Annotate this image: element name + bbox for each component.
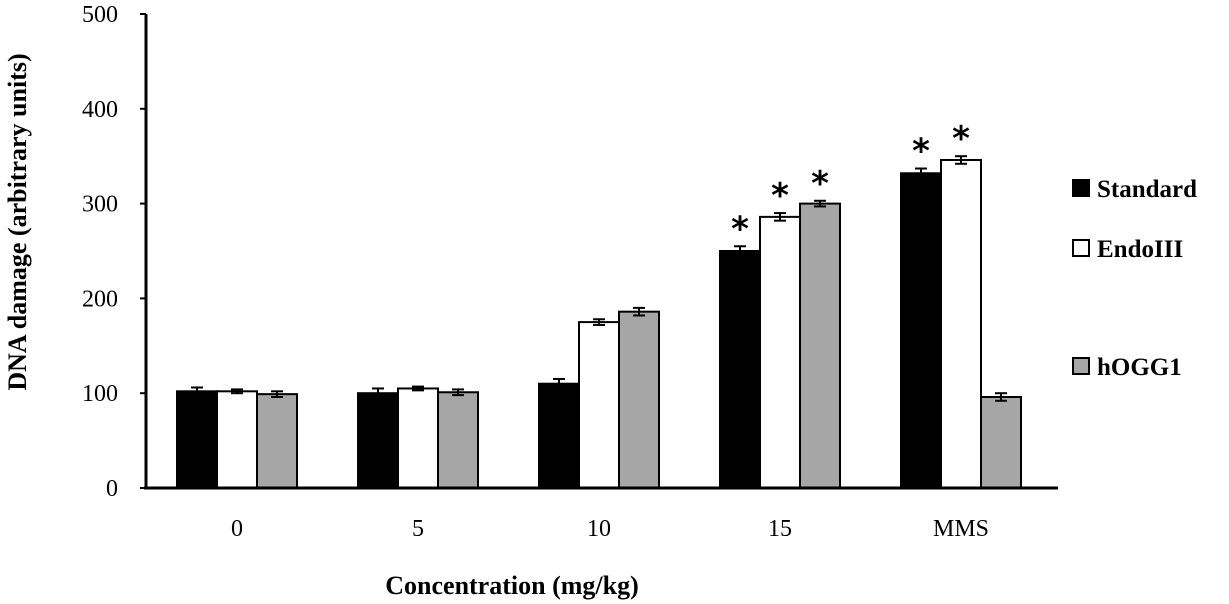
bar-hogg1 bbox=[256, 393, 298, 490]
significance-star: * bbox=[771, 176, 789, 216]
x-tick-label: 0 bbox=[231, 516, 243, 542]
significance-star: * bbox=[952, 119, 970, 159]
bar-standard bbox=[538, 382, 580, 489]
x-axis-title: Concentration (mg/kg) bbox=[385, 571, 638, 600]
bar-hogg1 bbox=[618, 310, 660, 489]
y-tick-label: 0 bbox=[106, 476, 118, 502]
legend: Standard EndoIII hOGG1 bbox=[1072, 176, 1197, 381]
x-tick-labels: 0 5 10 15 MMS bbox=[231, 516, 989, 542]
legend-label-endoiii: EndoIII bbox=[1097, 236, 1183, 263]
bars-group bbox=[176, 155, 1022, 490]
significance-group: * * * * * bbox=[731, 119, 970, 249]
y-tick-label: 200 bbox=[82, 286, 118, 312]
x-tick-label: 5 bbox=[412, 516, 424, 542]
bar-hogg1 bbox=[799, 202, 841, 489]
bar-standard bbox=[176, 390, 218, 489]
legend-swatch-hogg1 bbox=[1072, 357, 1090, 375]
y-tick-label: 400 bbox=[82, 97, 118, 123]
bar-endoiii bbox=[397, 387, 439, 489]
significance-star: * bbox=[811, 164, 829, 204]
bar-hogg1 bbox=[437, 391, 479, 490]
x-tick-label: MMS bbox=[933, 516, 989, 542]
legend-swatch-standard bbox=[1072, 179, 1090, 197]
y-axis-title: DNA damage (arbitrary units) bbox=[3, 53, 32, 390]
bar-standard bbox=[719, 250, 761, 489]
x-tick-label: 15 bbox=[768, 516, 792, 542]
bar-endoiii bbox=[216, 390, 258, 489]
y-tick-labels: 0 100 200 300 400 500 bbox=[82, 2, 146, 502]
legend-label-hogg1: hOGG1 bbox=[1097, 354, 1182, 381]
bar-endoiii bbox=[759, 215, 801, 489]
bar-endoiii bbox=[578, 321, 620, 489]
bar-hogg1 bbox=[980, 395, 1022, 490]
y-tick-label: 500 bbox=[82, 2, 118, 28]
x-tick-label: 10 bbox=[587, 516, 611, 542]
y-tick-label: 300 bbox=[82, 192, 118, 218]
bar-endoiii bbox=[940, 158, 982, 489]
bar-standard bbox=[900, 172, 942, 489]
legend-swatch-endoiii bbox=[1072, 239, 1090, 257]
bar-standard bbox=[357, 392, 399, 490]
significance-star: * bbox=[912, 132, 930, 172]
y-tick-label: 100 bbox=[82, 381, 118, 407]
significance-star: * bbox=[731, 209, 749, 249]
legend-label-standard: Standard bbox=[1097, 176, 1197, 203]
